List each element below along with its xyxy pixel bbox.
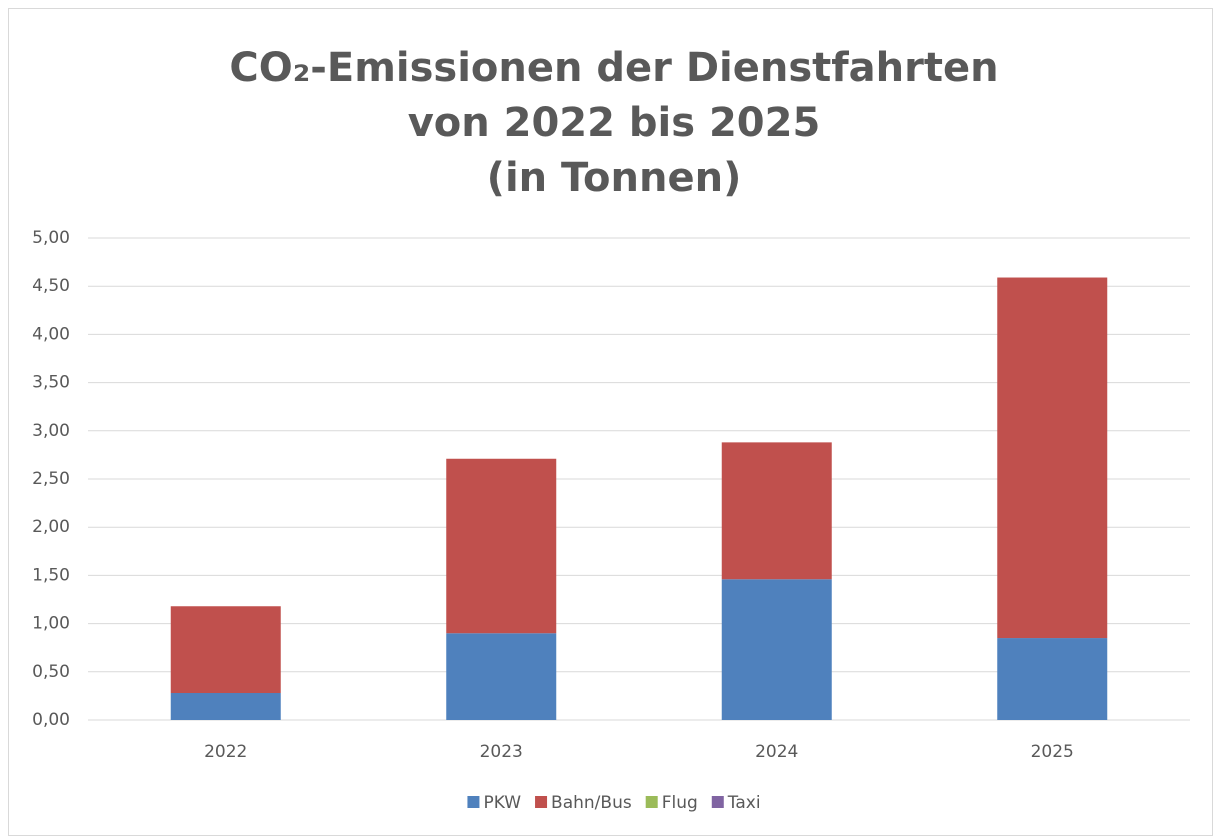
y-tick-label: 5,00 [32,228,70,248]
x-tick-label: 2025 [1031,742,1074,762]
bar-segment [446,458,557,634]
y-tick-label: 1,50 [32,565,70,585]
bar-segment [446,633,557,720]
x-tick-label: 2024 [755,742,798,762]
bar-segment [997,277,1108,639]
legend-swatch [467,796,480,808]
legend-swatch [535,796,548,808]
bar-segment [170,693,281,720]
bar-segment [170,606,281,694]
y-tick-label: 0,00 [32,710,70,730]
legend-label: Flug [662,793,698,813]
legend-swatch [711,796,724,808]
legend-label: PKW [483,793,521,813]
legend-swatch [645,796,658,808]
y-tick-label: 3,50 [32,373,70,393]
legend-label: Taxi [727,793,761,813]
legend-label: Bahn/Bus [551,793,632,813]
chart-title: von 2022 bis 2025 [408,100,821,146]
bar-segment [721,442,832,580]
bar-segment [997,638,1108,720]
y-tick-label: 4,00 [32,324,70,344]
x-tick-label: 2022 [204,742,247,762]
y-tick-label: 0,50 [32,662,70,682]
y-tick-label: 3,00 [32,421,70,441]
x-tick-label: 2023 [480,742,523,762]
chart-title: CO₂-Emissionen der Dienstfahrten [229,45,998,91]
y-tick-label: 1,00 [32,614,70,634]
y-tick-label: 2,00 [32,517,70,537]
y-tick-label: 2,50 [32,469,70,489]
y-tick-label: 4,50 [32,276,70,296]
bar-segment [721,579,832,720]
chart-title: (in Tonnen) [487,155,742,201]
